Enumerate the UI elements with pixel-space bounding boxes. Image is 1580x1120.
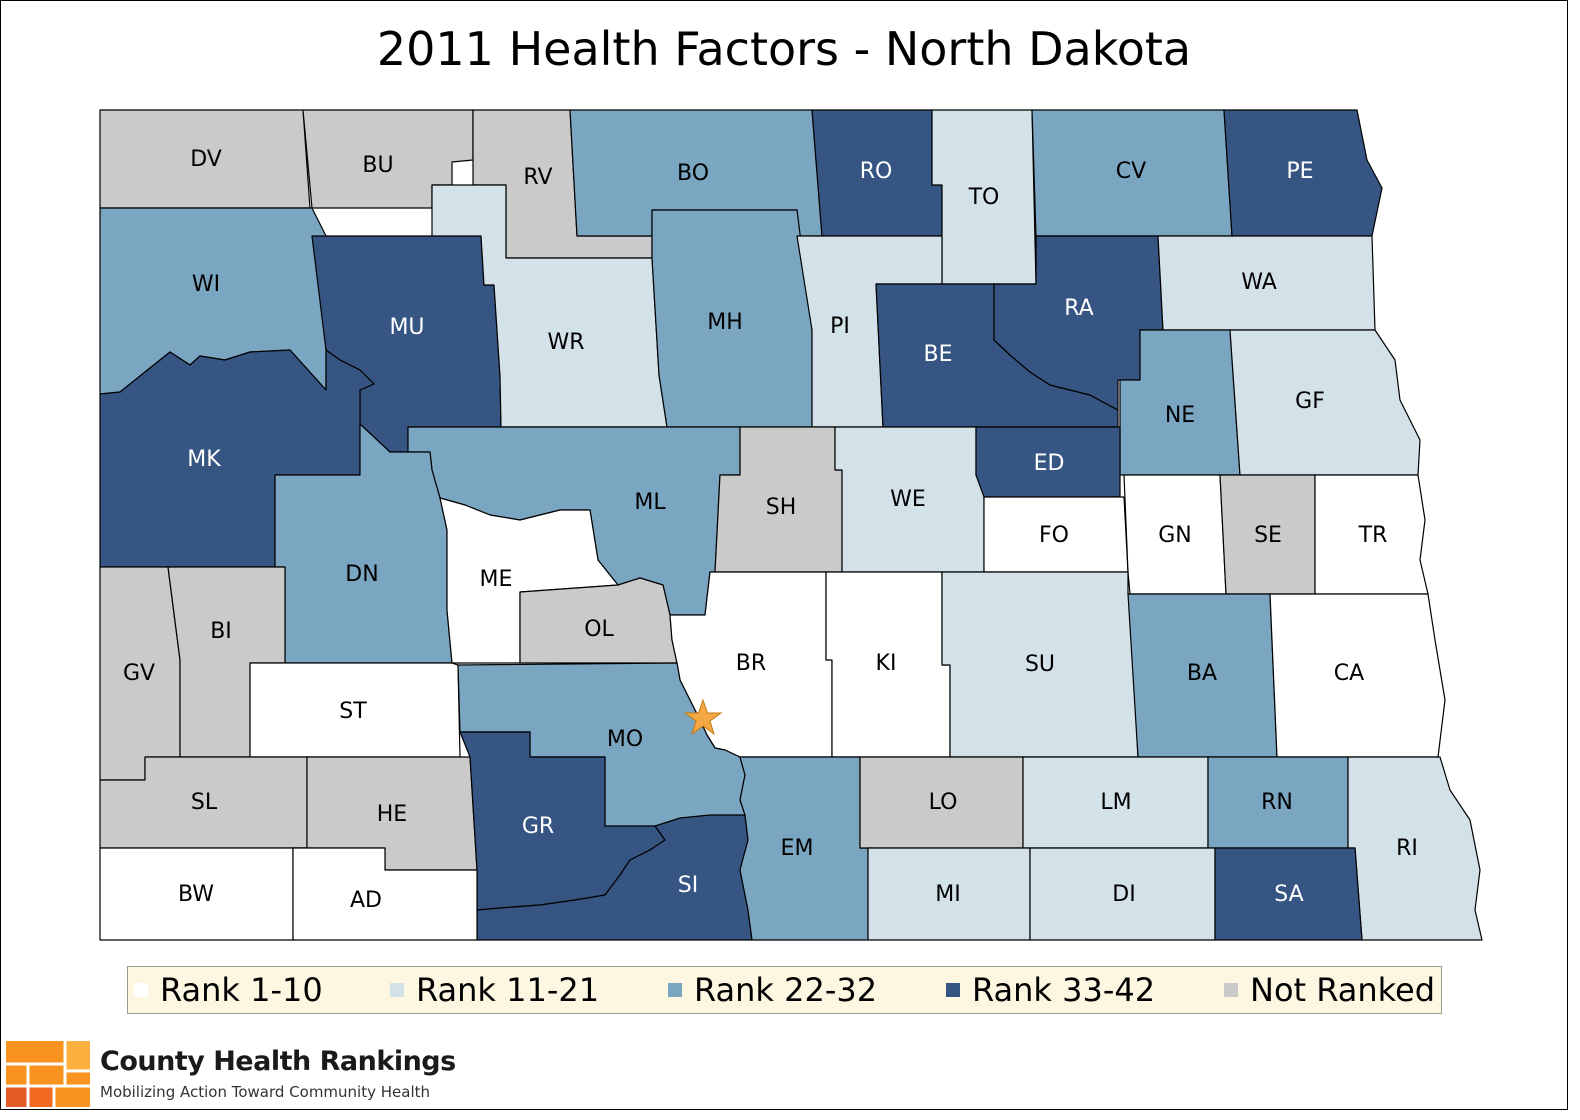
county-label-ra: RA — [1064, 296, 1093, 321]
county-label-mk: MK — [187, 447, 221, 472]
county-label-sl: SL — [191, 790, 218, 815]
county-label-ed: ED — [1034, 451, 1065, 476]
county-label-si: SI — [678, 873, 698, 898]
county-label-ki: KI — [876, 651, 897, 676]
county-ad — [292, 847, 478, 941]
county-label-we: WE — [890, 487, 926, 512]
county-label-ol: OL — [584, 617, 614, 642]
county-label-rv: RV — [523, 165, 552, 190]
legend-label: Rank 11-21 — [416, 971, 600, 1009]
county-label-he: HE — [377, 802, 407, 827]
legend-label: Rank 1-10 — [160, 971, 323, 1009]
county-label-ml: ML — [634, 490, 666, 515]
county-label-to: TO — [968, 185, 1000, 210]
legend-swatch — [390, 983, 404, 997]
brand-tagline: Mobilizing Action Toward Community Healt… — [100, 1083, 431, 1101]
county-label-mo: MO — [607, 727, 643, 752]
legend-swatch — [668, 983, 682, 997]
county-label-cv: CV — [1116, 159, 1146, 184]
legend-item-rank-11-21: Rank 11-21 — [390, 967, 599, 1013]
north-dakota-county-map: DV BU RV BO RO TO CV PE WI MU WR MH PI BE RA WA NE GF MK ML… — [99, 109, 1483, 941]
legend-label: Rank 33-42 — [972, 971, 1156, 1009]
county-label-sh: SH — [766, 495, 797, 520]
county-label-layer: DV BU RV BO RO TO CV PE WI MU WR MH PI BE RA WA NE GF MK ML… — [123, 147, 1418, 913]
capital-star-icon — [683, 698, 723, 736]
county-label-me: ME — [480, 567, 513, 592]
legend-label: Rank 22-32 — [694, 971, 878, 1009]
county-label-bw: BW — [178, 882, 214, 907]
county-label-ad: AD — [350, 888, 382, 913]
legend-swatch — [134, 983, 148, 997]
county-label-st: ST — [339, 699, 367, 724]
legend-swatch — [1224, 983, 1238, 997]
county-label-be: BE — [924, 342, 953, 367]
county-label-gv: GV — [123, 661, 155, 686]
county-label-lm: LM — [1100, 790, 1131, 815]
county-label-bu: BU — [362, 153, 393, 178]
county-label-gf: GF — [1295, 389, 1325, 414]
county-label-br: BR — [736, 651, 766, 676]
county-label-lo: LO — [929, 790, 958, 815]
county-label-ro: RO — [860, 159, 893, 184]
legend-swatch — [946, 983, 960, 997]
county-layer — [99, 109, 1483, 941]
county-label-mh: MH — [707, 310, 743, 335]
county-health-rankings-logo — [6, 1041, 90, 1107]
legend: Rank 1-10 Rank 11-21 Rank 22-32 Rank 33-42 N… — [127, 966, 1442, 1014]
county-label-su: SU — [1025, 652, 1055, 677]
county-label-ne: NE — [1165, 403, 1195, 428]
county-label-gn: GN — [1158, 523, 1192, 548]
county-label-pe: PE — [1286, 159, 1313, 184]
county-label-rn: RN — [1261, 790, 1293, 815]
county-label-wa: WA — [1241, 270, 1277, 295]
county-label-sa: SA — [1274, 882, 1303, 907]
county-label-wr: WR — [547, 330, 584, 355]
map-title: 2011 Health Factors - North Dakota — [376, 22, 1192, 76]
county-label-dv: DV — [190, 147, 222, 172]
county-label-dn: DN — [345, 562, 378, 587]
county-label-ca: CA — [1334, 661, 1364, 686]
county-label-bo: BO — [677, 161, 709, 186]
county-label-wi: WI — [192, 272, 220, 297]
legend-item-rank-22-32: Rank 22-32 — [668, 967, 877, 1013]
legend-item-rank-1-10: Rank 1-10 — [134, 967, 323, 1013]
county-label-mu: MU — [389, 315, 424, 340]
county-label-ri: RI — [1396, 836, 1418, 861]
county-label-di: DI — [1112, 882, 1135, 907]
county-gf — [1229, 329, 1421, 476]
county-me — [439, 497, 619, 664]
county-label-tr: TR — [1358, 523, 1388, 548]
brand-name: County Health Rankings — [100, 1046, 456, 1077]
county-label-se: SE — [1254, 523, 1282, 548]
county-label-bi: BI — [210, 619, 232, 644]
county-sa — [1214, 847, 1363, 941]
legend-item-not-ranked: Not Ranked — [1224, 967, 1435, 1013]
county-label-mi: MI — [935, 882, 960, 907]
county-ra — [993, 235, 1164, 411]
county-label-gr: GR — [522, 814, 554, 839]
county-label-pi: PI — [830, 314, 850, 339]
legend-label: Not Ranked — [1250, 971, 1436, 1009]
county-label-em: EM — [781, 836, 814, 861]
county-label-ba: BA — [1187, 661, 1217, 686]
county-label-fo: FO — [1039, 523, 1069, 548]
legend-item-rank-33-42: Rank 33-42 — [946, 967, 1155, 1013]
